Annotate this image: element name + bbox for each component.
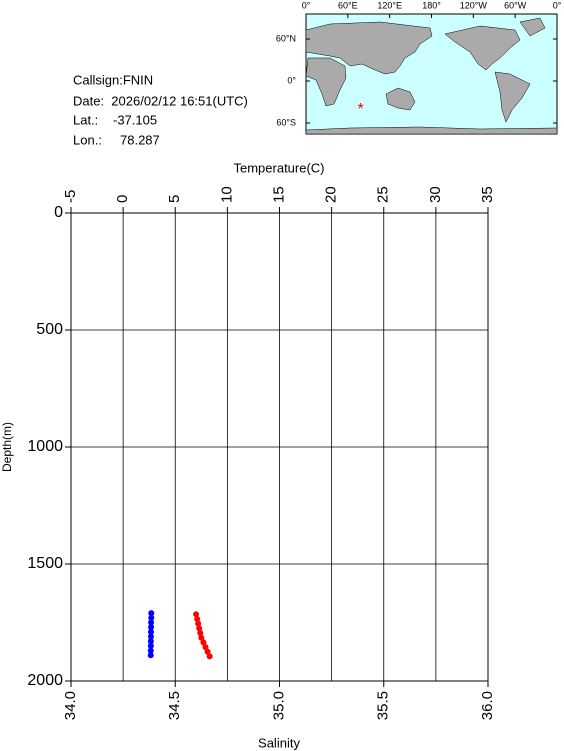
lon-label: Lon.: <box>73 132 102 147</box>
profile-point <box>200 639 207 646</box>
profile-point <box>198 634 205 641</box>
africa <box>305 57 347 107</box>
x2-tick-label: 5 <box>166 195 183 203</box>
map-lon-label: 120°E <box>377 0 402 10</box>
x2-axis-title: Temperature(C) <box>233 160 324 175</box>
lat-value: -37.105 <box>113 112 157 127</box>
x-tick-label: 36.0 <box>479 691 496 720</box>
x2-tick-label: 15 <box>270 186 287 203</box>
x-tick-label: 35.5 <box>375 691 392 720</box>
map-lat-label: 60°N <box>276 33 296 43</box>
profile-point <box>147 638 154 645</box>
profile-point <box>147 633 154 640</box>
profile-point <box>148 614 155 621</box>
lon-value: 78.287 <box>120 132 160 147</box>
profile-point <box>195 620 202 627</box>
profile-point <box>204 648 211 655</box>
profile-point <box>196 625 203 632</box>
profile-point <box>197 630 204 637</box>
x-tick-label: 34.5 <box>166 691 183 720</box>
map-lat-label: 60°S <box>276 117 296 127</box>
x-axis-title: Salinity <box>258 735 300 750</box>
date: Date: 2026/02/12 16:51(UTC) <box>73 93 248 108</box>
x2-tick-label: 20 <box>323 186 340 203</box>
profile-point <box>193 611 200 618</box>
map-lon-label: 60°W <box>504 0 527 10</box>
map-lon-label: 0° <box>302 0 311 10</box>
map-lon-label: 120°W <box>460 0 488 10</box>
map-lon-label: 180° <box>422 0 441 10</box>
profile-point <box>148 624 155 631</box>
profile-point <box>147 652 154 659</box>
x2-tick-label: 35 <box>479 186 496 203</box>
y-tick-label: 1000 <box>27 438 63 455</box>
land <box>305 17 558 135</box>
y-tick-label: 500 <box>36 321 63 338</box>
map-lon-label: 60°E <box>338 0 358 10</box>
y-tick-label: 1500 <box>27 555 63 572</box>
axis-titles: Temperature(C) Salinity Depth(m) <box>0 160 324 750</box>
south-america <box>494 71 531 123</box>
profile-point <box>147 647 154 654</box>
australia <box>385 87 416 111</box>
map-lon-label: 0° <box>553 0 562 10</box>
greenland <box>519 17 546 37</box>
map <box>305 13 558 135</box>
x2-tick-label: 10 <box>218 186 235 203</box>
x-tick-label: 34.0 <box>62 691 79 720</box>
profile-point <box>147 628 154 635</box>
antarctica <box>305 126 558 135</box>
north-america <box>444 25 521 71</box>
x-tick-label: 35.0 <box>270 691 287 720</box>
profile-point <box>148 610 155 617</box>
profile-point <box>202 644 209 651</box>
map-lat-label: 0° <box>287 75 296 85</box>
info: Callsign:FNIN Date: 2026/02/12 16:51(UTC… <box>73 72 248 147</box>
map-station: * <box>357 101 363 118</box>
profile-point <box>194 615 201 622</box>
callsign: Callsign:FNIN <box>73 72 153 87</box>
eurasia <box>305 21 433 75</box>
profile-point <box>206 653 213 660</box>
x2-tick-label: 0 <box>114 195 131 203</box>
y-axis-title: Depth(m) <box>0 422 14 472</box>
profile-point <box>147 642 154 649</box>
x2-tick-label: 30 <box>427 186 444 203</box>
x2-tick-label: -5 <box>62 190 79 203</box>
x2-tick-label: 25 <box>375 186 392 203</box>
profile-point <box>148 619 155 626</box>
lat-label: Lat.: <box>73 112 98 127</box>
y-tick-label: 0 <box>54 204 63 221</box>
y-tick-label: 2000 <box>27 672 63 689</box>
